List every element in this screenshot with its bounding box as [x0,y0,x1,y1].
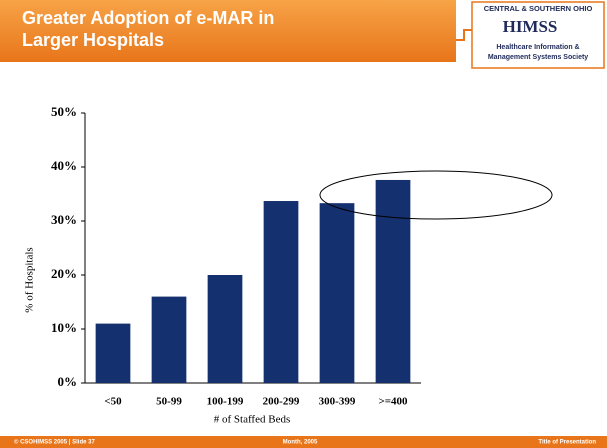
x-tick-label: 200-299 [263,396,300,408]
y-axis-label: % of Hospitals [24,247,36,312]
plot: 0% 10% 20% 30% 40% 50% <50 50-99 100-199 200-299 3… [51,104,421,408]
x-tick-label: 300-399 [319,396,356,408]
logo-box [471,1,605,69]
footer-right: Title of Presentation [538,440,596,446]
bar [207,275,243,383]
bar [263,201,299,383]
x-axis-label: # of Staffed Beds [214,414,290,426]
y-tick-label: 30% [51,212,77,227]
y-tick-label: 40% [51,158,77,173]
x-tick-label: >=400 [378,396,408,408]
header-connector [456,29,472,41]
footer-left: © CSOHIMSS 2005 | Slide 37 [14,439,95,446]
logo-top: CENTRAL & SOUTHERN OHIO [484,4,593,13]
x-tick-label: 100-199 [207,396,244,408]
slide-title: Greater Adoption of e-MAR in [22,8,274,28]
logo-sub: Healthcare Information & [496,44,579,51]
y-tick-label: 50% [51,104,77,119]
logo-name: HIMSS [503,17,558,36]
bar [151,296,187,383]
logo-sub: Management Systems Society [488,54,588,61]
footer-band [0,436,607,448]
y-tick-label: 20% [51,266,77,281]
slide-title: Larger Hospitals [22,30,164,50]
bar [95,323,131,383]
x-tick-label: 50-99 [156,396,182,408]
y-tick-label: 10% [51,320,77,335]
header-band [0,0,456,62]
highlight-ellipse [319,170,553,220]
y-tick-label: 0% [58,374,78,389]
bar [319,203,355,383]
footer-center: Month, 2005 [283,440,318,446]
bar [375,179,411,383]
x-tick-label: <50 [104,396,122,408]
